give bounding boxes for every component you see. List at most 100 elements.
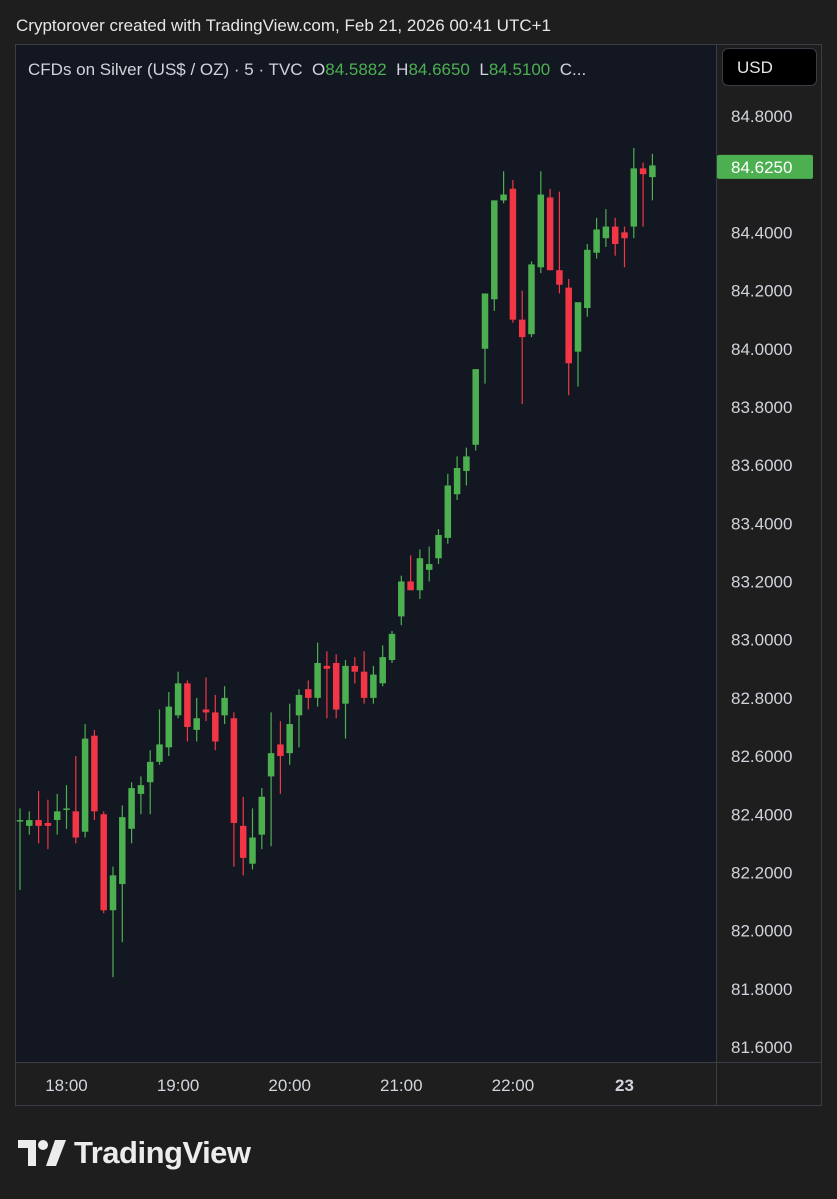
candle[interactable] xyxy=(119,805,126,943)
symbol-name[interactable]: CFDs on Silver (US$ / OZ) · 5 · TVC xyxy=(28,60,303,79)
low-value: 84.5100 xyxy=(488,60,551,79)
candle[interactable] xyxy=(72,756,80,844)
candle[interactable] xyxy=(351,657,359,684)
candle[interactable] xyxy=(630,148,638,239)
candle[interactable] xyxy=(109,866,117,978)
time-axis[interactable] xyxy=(16,1062,716,1105)
candle[interactable] xyxy=(221,686,228,725)
candle[interactable] xyxy=(286,703,293,765)
candle-body xyxy=(100,814,107,911)
candle[interactable] xyxy=(463,447,470,486)
candle[interactable] xyxy=(193,697,200,742)
candle[interactable] xyxy=(416,549,424,599)
candle-body xyxy=(584,249,591,309)
candle[interactable] xyxy=(267,712,275,847)
y-tick-label: 82.8000 xyxy=(731,689,792,708)
candle[interactable] xyxy=(481,293,489,384)
candle[interactable] xyxy=(509,180,517,323)
candle[interactable] xyxy=(63,785,70,829)
candle-body xyxy=(230,718,238,823)
candle[interactable] xyxy=(174,671,182,719)
candle[interactable] xyxy=(81,724,89,838)
candle-body xyxy=(193,718,200,730)
candle[interactable] xyxy=(649,153,656,201)
candle-body xyxy=(109,875,117,911)
candle-body xyxy=(137,785,145,794)
candle[interactable] xyxy=(35,790,42,844)
candle-body xyxy=(556,270,563,285)
plot-area[interactable] xyxy=(16,45,716,1062)
candle[interactable] xyxy=(332,654,340,719)
symbol-legend: CFDs on Silver (US$ / OZ) · 5 · TVC O 84.… xyxy=(28,60,586,80)
candle[interactable] xyxy=(249,808,256,870)
candle[interactable] xyxy=(556,191,563,294)
candle[interactable] xyxy=(407,555,414,591)
y-tick-label: 84.2000 xyxy=(731,282,792,301)
candle[interactable] xyxy=(146,750,154,815)
x-tick-label: 20:00 xyxy=(268,1076,311,1095)
candle[interactable] xyxy=(621,226,628,268)
candle[interactable] xyxy=(491,200,498,311)
candle[interactable] xyxy=(425,546,433,582)
candle[interactable] xyxy=(565,278,572,396)
tradingview-logo: TradingView xyxy=(18,1135,251,1171)
candle[interactable] xyxy=(500,171,507,204)
candle[interactable] xyxy=(537,171,545,274)
candle[interactable] xyxy=(602,209,610,247)
candle[interactable] xyxy=(453,456,461,501)
candle[interactable] xyxy=(44,799,52,850)
candle[interactable] xyxy=(388,630,396,663)
candle[interactable] xyxy=(53,793,61,835)
candle[interactable] xyxy=(435,529,442,565)
candle[interactable] xyxy=(100,811,107,914)
candle[interactable] xyxy=(593,217,600,259)
candle[interactable] xyxy=(16,808,24,890)
candle-body xyxy=(16,820,24,822)
candle[interactable] xyxy=(156,709,163,765)
candle[interactable] xyxy=(528,261,535,338)
candle[interactable] xyxy=(314,642,321,707)
candle-body xyxy=(332,662,340,710)
candle[interactable] xyxy=(398,575,405,626)
candle[interactable] xyxy=(128,782,135,844)
candle[interactable] xyxy=(518,290,526,405)
candle[interactable] xyxy=(165,692,173,757)
chart-credit: Cryptorover created with TradingView.com… xyxy=(16,16,551,35)
candle[interactable] xyxy=(323,651,331,719)
candle[interactable] xyxy=(574,302,582,387)
candle[interactable] xyxy=(342,660,349,739)
currency-button[interactable]: USD xyxy=(722,48,817,86)
candle-body xyxy=(528,264,535,335)
candle[interactable] xyxy=(212,694,219,751)
candle[interactable] xyxy=(295,689,303,748)
candle[interactable] xyxy=(258,788,266,850)
candle[interactable] xyxy=(137,776,145,815)
candle[interactable] xyxy=(379,645,386,687)
candle-body xyxy=(537,194,545,268)
candle[interactable] xyxy=(639,162,647,227)
candle-body xyxy=(156,744,163,762)
candle[interactable] xyxy=(546,188,554,271)
candle[interactable] xyxy=(370,665,377,704)
y-tick-label: 83.4000 xyxy=(731,514,792,533)
candle-body xyxy=(472,369,479,445)
candle[interactable] xyxy=(239,796,247,876)
candle[interactable] xyxy=(360,651,368,704)
candle[interactable] xyxy=(611,217,619,256)
price-axis[interactable] xyxy=(716,45,821,1105)
open-label: O xyxy=(312,60,326,79)
candle-body xyxy=(593,229,600,253)
candle[interactable] xyxy=(472,369,479,451)
candle[interactable] xyxy=(584,244,591,317)
candle[interactable] xyxy=(26,811,33,835)
y-tick-label: 83.0000 xyxy=(731,631,792,650)
candle[interactable] xyxy=(277,721,284,794)
candle[interactable] xyxy=(230,712,238,867)
candle[interactable] xyxy=(91,729,98,821)
candle[interactable] xyxy=(202,677,210,722)
candle[interactable] xyxy=(305,680,312,710)
candle[interactable] xyxy=(444,473,452,544)
candle[interactable] xyxy=(184,680,191,742)
y-tick-label: 82.4000 xyxy=(731,805,792,824)
